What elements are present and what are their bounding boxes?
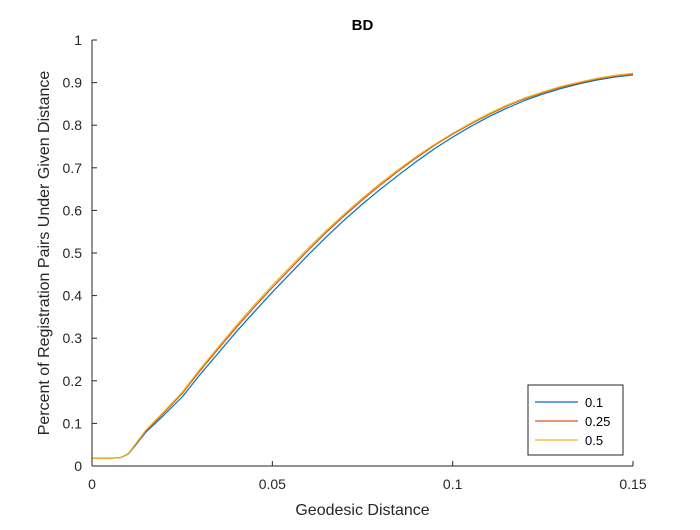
- legend-label-0.1: 0.1: [585, 395, 603, 410]
- x-tick-label: 0.05: [259, 476, 286, 492]
- y-tick-label: 0.2: [63, 373, 83, 389]
- y-tick-label: 0.8: [63, 117, 83, 133]
- legend-label-0.5: 0.5: [585, 433, 603, 448]
- x-tick-label: 0.1: [443, 476, 463, 492]
- y-tick-label: 0.4: [63, 288, 83, 304]
- x-axis-label: Geodesic Distance: [295, 502, 429, 519]
- legend-box: [527, 384, 624, 456]
- legend: 0.1 0.25 0.5: [527, 384, 624, 456]
- x-tick-label: 0: [88, 476, 96, 492]
- x-tick-label: 0.15: [619, 476, 646, 492]
- series-line-0.1: [92, 74, 634, 459]
- y-tick-label: 0.7: [63, 160, 83, 176]
- y-tick-label: 0.9: [63, 75, 83, 91]
- series-line-0.5: [92, 72, 634, 459]
- legend-label-0.25: 0.25: [585, 414, 610, 429]
- y-tick-label: 0.3: [63, 330, 83, 346]
- y-tick-label: 0.6: [63, 202, 83, 218]
- series-line-0.25: [92, 73, 634, 459]
- series-lines: [92, 72, 634, 459]
- y-tick-label: 0.5: [63, 245, 83, 261]
- y-tick-label: 0: [74, 458, 82, 474]
- chart-title: BD: [352, 17, 374, 34]
- y-tick-label: 1: [74, 32, 82, 48]
- y-tick-label: 0.1: [63, 415, 83, 431]
- y-axis-label: Percent of Registration Pairs Under Give…: [36, 71, 53, 436]
- axes: 0 0.05 0.1 0.15 0 0.1 0.2 0.3 0.4 0.5 0.6 0.7 0.8 0.9…: [63, 32, 647, 492]
